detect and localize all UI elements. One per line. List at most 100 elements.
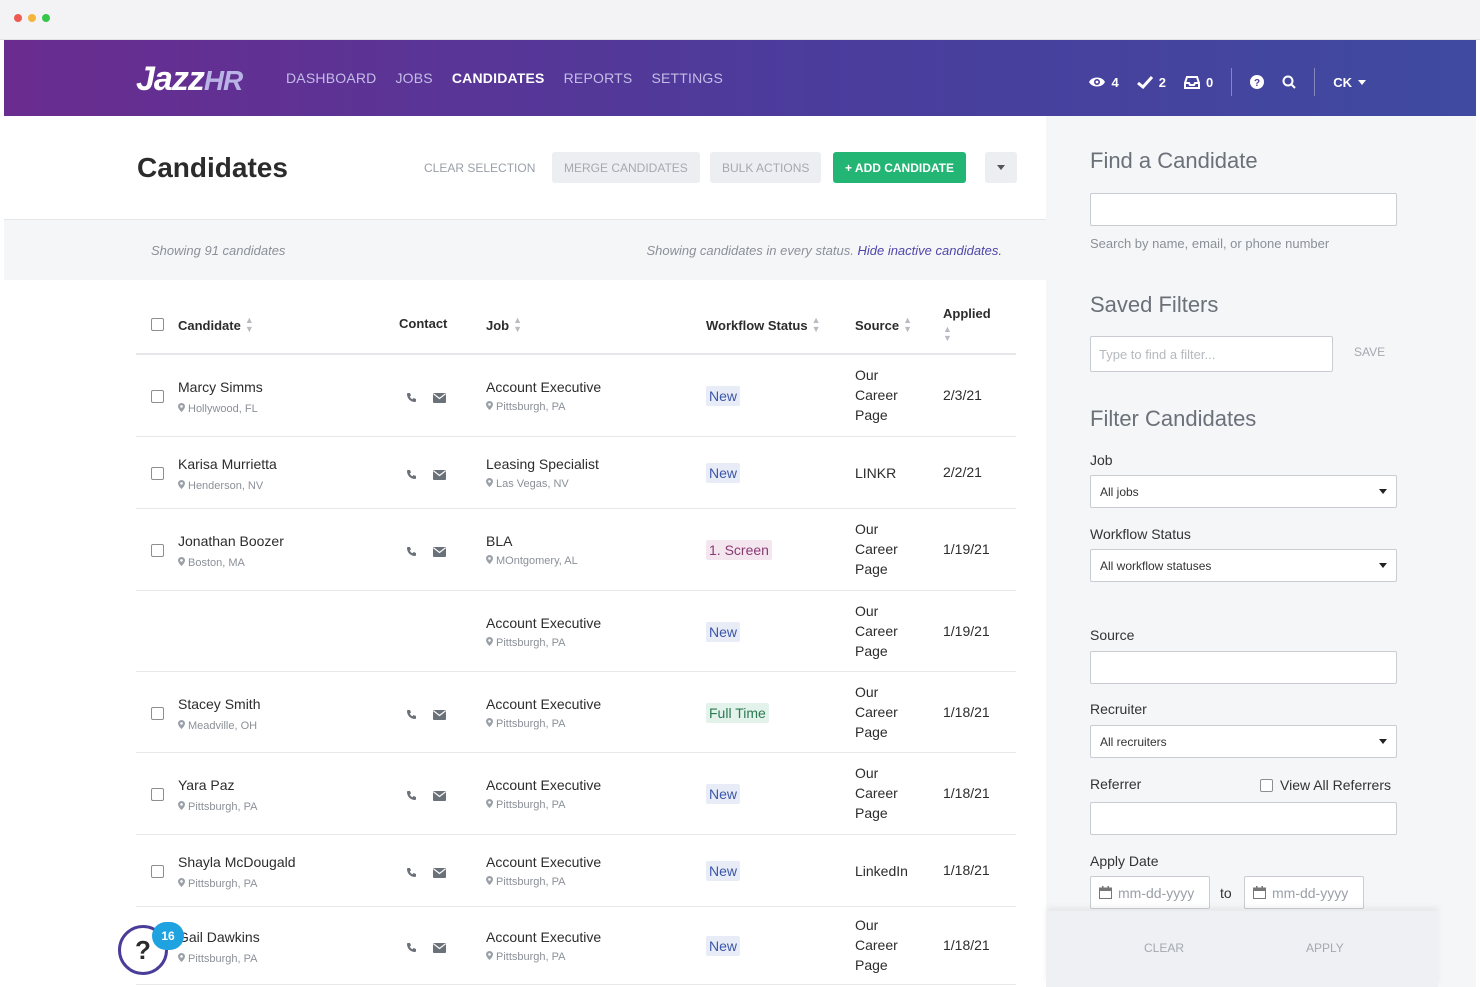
column-workflow-status[interactable]: Workflow Status ▲ ▼ (706, 316, 821, 334)
table-row[interactable]: Marcy Simms Hollywood, FL Account Execut… (136, 355, 1016, 437)
nav-dashboard[interactable]: DASHBOARD (286, 70, 377, 86)
find-candidate-input[interactable] (1090, 193, 1397, 226)
close-window-button[interactable] (14, 14, 22, 22)
table-row[interactable]: Account Executive Pittsburgh, PA New Our … (136, 591, 1016, 672)
email-icon[interactable] (433, 788, 446, 804)
phone-icon[interactable] (406, 788, 417, 804)
candidate-name-link[interactable]: Shayla McDougald (178, 854, 296, 870)
recruiter-filter-select[interactable]: All recruiters (1090, 725, 1397, 758)
column-workflow-label: Workflow Status (706, 317, 808, 333)
status-badge[interactable]: New (706, 936, 741, 956)
watching-button[interactable]: 4 (1088, 75, 1119, 90)
candidate-name-link[interactable]: Yara Paz (178, 777, 235, 793)
job-location-text: Pittsburgh, PA (496, 876, 566, 888)
email-icon[interactable] (433, 390, 446, 406)
status-badge[interactable]: Full Time (706, 702, 769, 723)
job-filter-select[interactable]: All jobs (1090, 475, 1397, 508)
referrer-filter-input[interactable] (1090, 802, 1397, 835)
user-menu[interactable]: CK (1333, 75, 1366, 90)
view-all-referrers-toggle[interactable]: View All Referrers (1260, 777, 1391, 793)
nav-divider (1231, 68, 1233, 96)
email-icon[interactable] (433, 707, 446, 723)
candidate-name-link[interactable]: Karisa Murrietta (178, 456, 277, 472)
row-checkbox[interactable] (151, 865, 164, 881)
column-source[interactable]: Source ▲ ▼ (855, 316, 912, 334)
table-row[interactable]: Shayla McDougald Pittsburgh, PA Account … (136, 835, 1016, 907)
phone-icon[interactable] (406, 544, 417, 560)
email-icon[interactable] (433, 940, 446, 956)
jazzhr-logo[interactable]: Jazz HR (136, 60, 243, 98)
select-all-checkbox[interactable] (151, 318, 164, 331)
column-applied[interactable]: Applied ▲ ▼ (943, 306, 991, 343)
table-row[interactable]: Stacey Smith Meadville, OH Account Execu… (136, 672, 1016, 753)
minimize-window-button[interactable] (28, 14, 36, 22)
source-cell: Our Career Page (855, 765, 898, 821)
status-badge[interactable]: New (706, 621, 741, 642)
workflow-filter-select[interactable]: All workflow statuses (1090, 549, 1397, 582)
status-badge[interactable]: New (706, 784, 741, 804)
clear-selection-button[interactable]: CLEAR SELECTION (424, 160, 536, 175)
phone-icon[interactable] (406, 707, 417, 723)
candidate-name-link[interactable]: Jonathan Boozer (178, 533, 284, 549)
phone-icon[interactable] (406, 940, 417, 956)
search-nav-button[interactable] (1282, 75, 1296, 89)
map-pin-icon (486, 876, 493, 888)
table-row[interactable]: Gail Dawkins Pittsburgh, PA Account Exec… (136, 907, 1016, 985)
workflow-status-cell: New (706, 386, 741, 406)
job-title-link[interactable]: Account Executive (486, 929, 602, 945)
nav-jobs[interactable]: JOBS (395, 70, 433, 86)
job-title-link[interactable]: Leasing Specialist (486, 456, 599, 472)
column-candidate[interactable]: Candidate ▲ ▼ (178, 316, 254, 334)
saved-filter-input[interactable]: Type to find a filter... (1090, 336, 1333, 372)
nav-reports[interactable]: REPORTS (563, 70, 633, 86)
job-title-link[interactable]: Account Executive (486, 854, 602, 870)
row-checkbox[interactable] (151, 544, 164, 560)
job-title-link[interactable]: Account Executive (486, 379, 602, 395)
apply-filters-button[interactable]: APPLY (1306, 941, 1344, 955)
candidate-name-link[interactable]: Stacey Smith (178, 695, 261, 712)
add-candidate-button[interactable]: + ADD CANDIDATE (833, 152, 967, 183)
column-job[interactable]: Job ▲ ▼ (486, 316, 522, 334)
row-checkbox[interactable] (151, 706, 164, 723)
help-nav-button[interactable]: ? (1250, 75, 1265, 89)
status-badge[interactable]: New (706, 861, 741, 881)
job-title-link[interactable]: Account Executive (486, 777, 602, 793)
job-title-link[interactable]: Account Executive (486, 614, 602, 631)
view-all-referrers-checkbox[interactable] (1260, 778, 1273, 792)
email-icon[interactable] (433, 467, 446, 483)
bulk-actions-button[interactable]: BULK ACTIONS (710, 152, 822, 183)
merge-candidates-button[interactable]: MERGE CANDIDATES (552, 152, 700, 183)
status-badge[interactable]: New (706, 386, 741, 406)
job-title-link[interactable]: Account Executive (486, 695, 602, 712)
status-badge[interactable]: 1. Screen (706, 540, 772, 560)
phone-icon[interactable] (406, 865, 417, 881)
checkmark-icon (1136, 75, 1153, 89)
clear-filters-button[interactable]: CLEAR (1144, 941, 1185, 955)
candidate-name-link[interactable]: Gail Dawkins (178, 929, 260, 945)
candidate-name-link[interactable]: Marcy Simms (178, 379, 263, 395)
save-filter-button[interactable]: SAVE (1354, 345, 1386, 359)
hide-inactive-link[interactable]: Hide inactive candidates. (857, 243, 1002, 258)
apply-date-to-input[interactable]: mm-dd-yyyy (1244, 876, 1364, 909)
job-title-link[interactable]: BLA (486, 533, 513, 549)
table-row[interactable]: Yara Paz Pittsburgh, PA Account Executiv… (136, 753, 1016, 835)
maximize-window-button[interactable] (42, 14, 50, 22)
row-checkbox[interactable] (151, 390, 164, 406)
phone-icon[interactable] (406, 390, 417, 406)
applied-date: 1/19/21 (943, 622, 990, 639)
email-icon[interactable] (433, 865, 446, 881)
inbox-button[interactable]: 0 (1183, 75, 1213, 90)
row-checkbox[interactable] (151, 467, 164, 483)
apply-date-from-input[interactable]: mm-dd-yyyy (1090, 876, 1210, 909)
table-row[interactable]: Karisa Murrietta Henderson, NV Leasing S… (136, 437, 1016, 509)
tasks-button[interactable]: 2 (1136, 75, 1166, 90)
source-filter-input[interactable] (1090, 651, 1397, 684)
email-icon[interactable] (433, 544, 446, 560)
phone-icon[interactable] (406, 467, 417, 483)
nav-settings[interactable]: SETTINGS (651, 70, 724, 86)
more-actions-dropdown[interactable] (985, 152, 1017, 183)
nav-candidates[interactable]: CANDIDATES (451, 70, 545, 86)
status-badge[interactable]: New (706, 463, 741, 483)
table-row[interactable]: Jonathan Boozer Boston, MA BLA MOntgomer… (136, 509, 1016, 591)
row-checkbox[interactable] (151, 788, 164, 804)
